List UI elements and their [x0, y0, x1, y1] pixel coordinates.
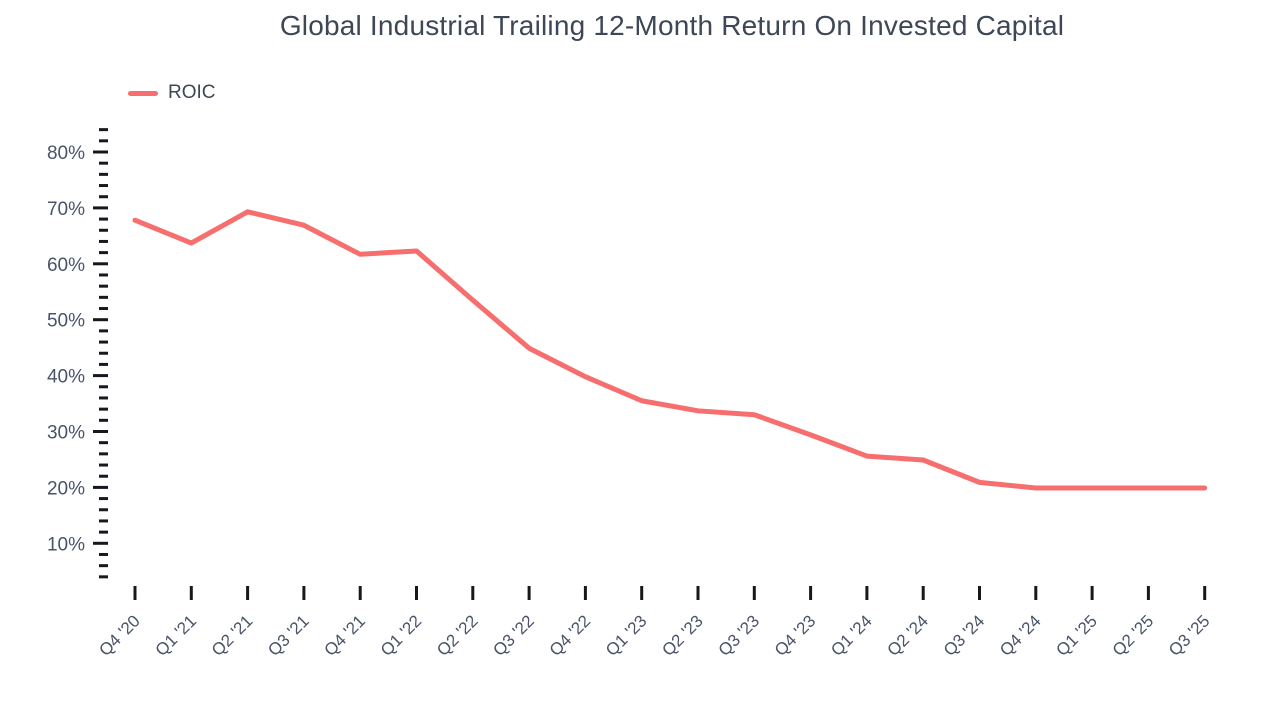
x-axis-tick-label: Q4 '22 [546, 611, 594, 659]
y-axis-tick-label: 10% [47, 534, 85, 555]
x-axis-tick-label: Q3 '21 [264, 611, 312, 659]
x-axis-tick-label: Q4 '23 [771, 611, 819, 659]
y-axis-tick-label: 20% [47, 478, 85, 499]
chart-title: Global Industrial Trailing 12-Month Retu… [279, 10, 1065, 41]
x-axis-tick-label: Q2 '23 [658, 611, 706, 659]
y-axis-tick-label: 30% [47, 423, 85, 444]
x-axis-tick-label: Q3 '24 [940, 611, 988, 659]
x-axis-tick-label: Q3 '22 [489, 611, 537, 659]
x-axis-tick-label: Q1 '21 [152, 611, 200, 659]
legend-line-swatch [128, 90, 158, 96]
x-axis-tick-label: Q1 '23 [602, 611, 650, 659]
y-axis-tick-label: 40% [47, 367, 85, 388]
x-axis-tick-label: Q1 '22 [377, 611, 425, 659]
y-axis-tick-label: 50% [47, 311, 85, 332]
x-axis-tick-label: Q1 '25 [1052, 611, 1100, 659]
x-axis-tick-label: Q2 '24 [884, 611, 932, 659]
x-axis-tick-label: Q4 '20 [95, 611, 143, 659]
x-axis-tick-label: Q2 '25 [1109, 611, 1157, 659]
legend-series-label: ROIC [168, 82, 216, 103]
x-axis-tick-label: Q1 '24 [827, 611, 875, 659]
y-axis-tick-label: 80% [47, 143, 85, 164]
y-axis-tick-label: 70% [47, 199, 85, 220]
x-axis-tick-label: Q3 '23 [715, 611, 763, 659]
x-axis-tick-label: Q4 '21 [321, 611, 369, 659]
x-axis-tick-label: Q3 '25 [1165, 611, 1213, 659]
legend[interactable]: ROIC [128, 82, 216, 104]
y-axis-tick-label: 60% [47, 255, 85, 276]
x-axis-tick-label: Q2 '21 [208, 611, 256, 659]
x-axis-tick-label: Q4 '24 [996, 611, 1044, 659]
x-axis-tick-label: Q2 '22 [433, 611, 481, 659]
roic-series-line [132, 209, 1208, 491]
